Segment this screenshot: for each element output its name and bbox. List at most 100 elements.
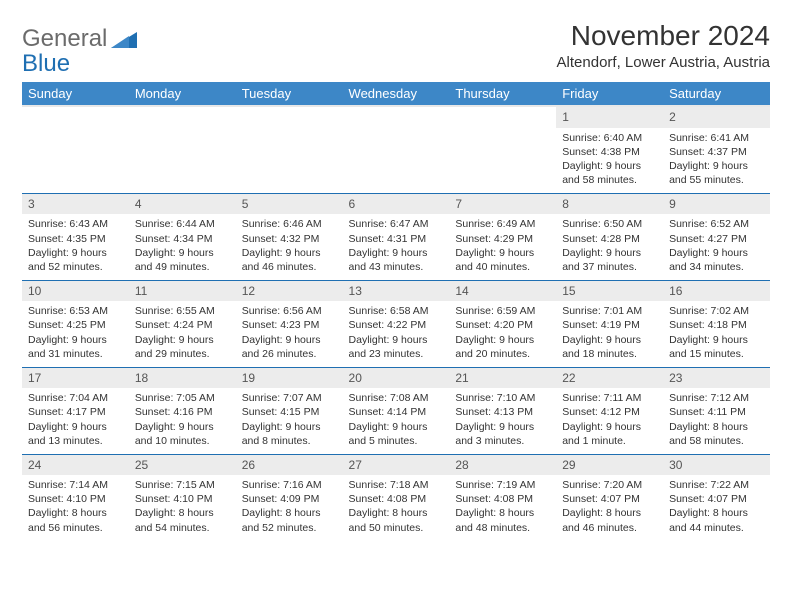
daylight-text: Daylight: 9 hours and 5 minutes.	[349, 420, 444, 448]
day-body: Sunrise: 7:20 AMSunset: 4:07 PMDaylight:…	[556, 475, 663, 541]
day-number: 1	[556, 107, 663, 127]
sunset-text: Sunset: 4:09 PM	[242, 492, 337, 506]
day-body: Sunrise: 6:41 AMSunset: 4:37 PMDaylight:…	[663, 128, 770, 194]
calendar-day-cell: 15Sunrise: 7:01 AMSunset: 4:19 PMDayligh…	[556, 281, 663, 368]
sunrise-text: Sunrise: 7:19 AM	[455, 478, 550, 492]
sunset-text: Sunset: 4:13 PM	[455, 405, 550, 419]
daylight-text: Daylight: 9 hours and 40 minutes.	[455, 246, 550, 274]
sunset-text: Sunset: 4:10 PM	[28, 492, 123, 506]
day-number: 6	[343, 194, 450, 214]
daylight-text: Daylight: 9 hours and 1 minute.	[562, 420, 657, 448]
day-body: Sunrise: 7:12 AMSunset: 4:11 PMDaylight:…	[663, 388, 770, 454]
day-number: 28	[449, 455, 556, 475]
sunset-text: Sunset: 4:07 PM	[669, 492, 764, 506]
weekday-header: Tuesday	[236, 82, 343, 106]
day-number: 4	[129, 194, 236, 214]
calendar-day-cell: 4Sunrise: 6:44 AMSunset: 4:34 PMDaylight…	[129, 194, 236, 281]
calendar-week-row: 17Sunrise: 7:04 AMSunset: 4:17 PMDayligh…	[22, 368, 770, 455]
sunset-text: Sunset: 4:37 PM	[669, 145, 764, 159]
calendar-day-cell: 21Sunrise: 7:10 AMSunset: 4:13 PMDayligh…	[449, 368, 556, 455]
day-body: Sunrise: 7:19 AMSunset: 4:08 PMDaylight:…	[449, 475, 556, 541]
sunset-text: Sunset: 4:20 PM	[455, 318, 550, 332]
day-number	[343, 107, 450, 127]
daylight-text: Daylight: 9 hours and 23 minutes.	[349, 333, 444, 361]
sunset-text: Sunset: 4:29 PM	[455, 232, 550, 246]
sunrise-text: Sunrise: 6:56 AM	[242, 304, 337, 318]
calendar-day-cell: 23Sunrise: 7:12 AMSunset: 4:11 PMDayligh…	[663, 368, 770, 455]
day-body: Sunrise: 6:53 AMSunset: 4:25 PMDaylight:…	[22, 301, 129, 367]
calendar-week-row: 10Sunrise: 6:53 AMSunset: 4:25 PMDayligh…	[22, 281, 770, 368]
calendar-day-cell: 1 Sunrise: 6:40 AMSunset: 4:38 PMDaylight…	[556, 106, 663, 193]
daylight-text: Daylight: 9 hours and 10 minutes.	[135, 420, 230, 448]
daylight-text: Daylight: 9 hours and 20 minutes.	[455, 333, 550, 361]
day-body: Sunrise: 6:52 AMSunset: 4:27 PMDaylight:…	[663, 214, 770, 280]
sunrise-text: Sunrise: 6:43 AM	[28, 217, 123, 231]
daylight-text: Daylight: 8 hours and 46 minutes.	[562, 506, 657, 534]
sunset-text: Sunset: 4:38 PM	[562, 145, 657, 159]
sunrise-text: Sunrise: 7:01 AM	[562, 304, 657, 318]
sunset-text: Sunset: 4:11 PM	[669, 405, 764, 419]
calendar-week-row: 1Sunrise: 6:40 AMSunset: 4:38 PMDaylight…	[22, 106, 770, 193]
calendar-day-cell	[343, 106, 450, 193]
daylight-text: Daylight: 9 hours and 26 minutes.	[242, 333, 337, 361]
sunrise-text: Sunrise: 7:07 AM	[242, 391, 337, 405]
day-number: 9	[663, 194, 770, 214]
calendar-day-cell: 12Sunrise: 6:56 AMSunset: 4:23 PMDayligh…	[236, 281, 343, 368]
sunset-text: Sunset: 4:35 PM	[28, 232, 123, 246]
sunrise-text: Sunrise: 7:16 AM	[242, 478, 337, 492]
calendar-day-cell: 26Sunrise: 7:16 AMSunset: 4:09 PMDayligh…	[236, 454, 343, 540]
weekday-header: Thursday	[449, 82, 556, 106]
daylight-text: Daylight: 8 hours and 44 minutes.	[669, 506, 764, 534]
title-block: November 2024 Altendorf, Lower Austria, …	[557, 20, 770, 71]
day-body: Sunrise: 6:49 AMSunset: 4:29 PMDaylight:…	[449, 214, 556, 280]
day-number: 30	[663, 455, 770, 475]
daylight-text: Daylight: 9 hours and 34 minutes.	[669, 246, 764, 274]
daylight-text: Daylight: 9 hours and 46 minutes.	[242, 246, 337, 274]
sunrise-text: Sunrise: 7:02 AM	[669, 304, 764, 318]
brand-triangle-icon	[111, 30, 137, 50]
calendar-day-cell: 30Sunrise: 7:22 AMSunset: 4:07 PMDayligh…	[663, 454, 770, 540]
sunset-text: Sunset: 4:34 PM	[135, 232, 230, 246]
daylight-text: Daylight: 9 hours and 58 minutes.	[562, 159, 657, 187]
day-body: Sunrise: 6:46 AMSunset: 4:32 PMDaylight:…	[236, 214, 343, 280]
calendar-day-cell: 14Sunrise: 6:59 AMSunset: 4:20 PMDayligh…	[449, 281, 556, 368]
day-body: Sunrise: 7:16 AMSunset: 4:09 PMDaylight:…	[236, 475, 343, 541]
day-number: 29	[556, 455, 663, 475]
day-number: 7	[449, 194, 556, 214]
day-body: Sunrise: 7:07 AMSunset: 4:15 PMDaylight:…	[236, 388, 343, 454]
day-number: 18	[129, 368, 236, 388]
sunset-text: Sunset: 4:15 PM	[242, 405, 337, 419]
sunset-text: Sunset: 4:19 PM	[562, 318, 657, 332]
day-number: 5	[236, 194, 343, 214]
calendar-day-cell: 19Sunrise: 7:07 AMSunset: 4:15 PMDayligh…	[236, 368, 343, 455]
day-number: 27	[343, 455, 450, 475]
day-number: 12	[236, 281, 343, 301]
sunrise-text: Sunrise: 6:40 AM	[562, 131, 657, 145]
calendar-day-cell: 24Sunrise: 7:14 AMSunset: 4:10 PMDayligh…	[22, 454, 129, 540]
location-text: Altendorf, Lower Austria, Austria	[557, 54, 770, 71]
daylight-text: Daylight: 9 hours and 55 minutes.	[669, 159, 764, 187]
calendar-week-row: 24Sunrise: 7:14 AMSunset: 4:10 PMDayligh…	[22, 454, 770, 540]
sunset-text: Sunset: 4:24 PM	[135, 318, 230, 332]
daylight-text: Daylight: 8 hours and 54 minutes.	[135, 506, 230, 534]
day-body: Sunrise: 7:18 AMSunset: 4:08 PMDaylight:…	[343, 475, 450, 541]
calendar-day-cell	[236, 106, 343, 193]
calendar-week-row: 3Sunrise: 6:43 AMSunset: 4:35 PMDaylight…	[22, 194, 770, 281]
sunset-text: Sunset: 4:16 PM	[135, 405, 230, 419]
sunset-text: Sunset: 4:27 PM	[669, 232, 764, 246]
calendar-day-cell: 10Sunrise: 6:53 AMSunset: 4:25 PMDayligh…	[22, 281, 129, 368]
sunset-text: Sunset: 4:14 PM	[349, 405, 444, 419]
calendar-day-cell: 20Sunrise: 7:08 AMSunset: 4:14 PMDayligh…	[343, 368, 450, 455]
day-body: Sunrise: 7:11 AMSunset: 4:12 PMDaylight:…	[556, 388, 663, 454]
sunrise-text: Sunrise: 6:41 AM	[669, 131, 764, 145]
sunrise-text: Sunrise: 7:20 AM	[562, 478, 657, 492]
day-number	[236, 107, 343, 127]
month-title: November 2024	[557, 20, 770, 52]
day-body: Sunrise: 7:04 AMSunset: 4:17 PMDaylight:…	[22, 388, 129, 454]
day-body: Sunrise: 7:14 AMSunset: 4:10 PMDaylight:…	[22, 475, 129, 541]
sunrise-text: Sunrise: 7:05 AM	[135, 391, 230, 405]
day-body: Sunrise: 7:02 AMSunset: 4:18 PMDaylight:…	[663, 301, 770, 367]
weekday-header: Saturday	[663, 82, 770, 106]
sunrise-text: Sunrise: 6:49 AM	[455, 217, 550, 231]
day-number: 19	[236, 368, 343, 388]
